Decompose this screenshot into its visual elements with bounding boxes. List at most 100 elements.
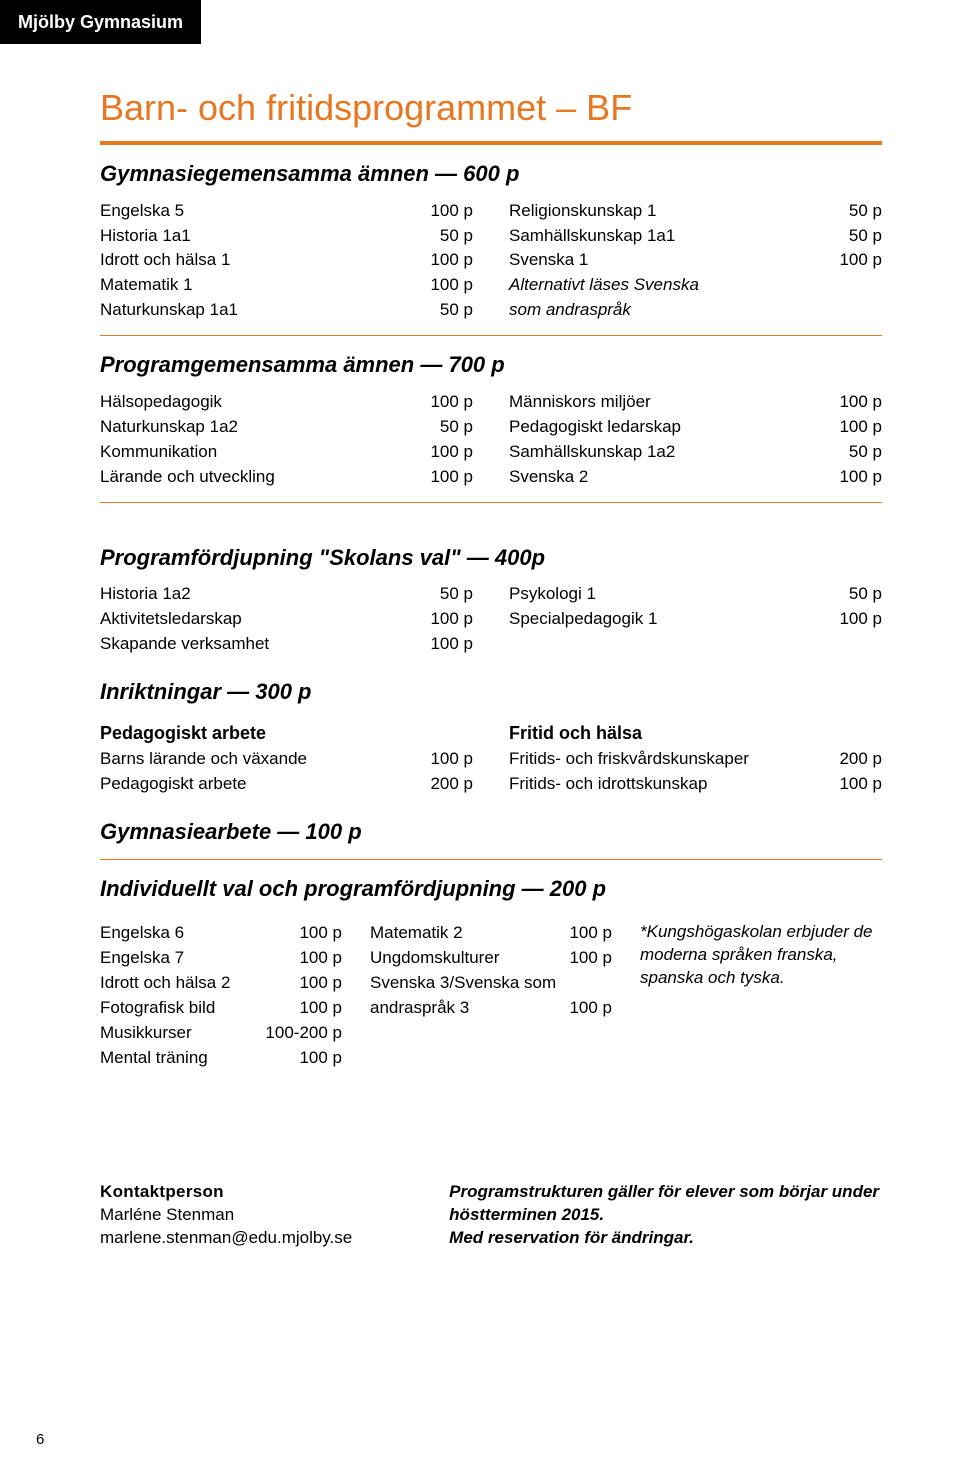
footer-note-2: Med reservation för ändringar.: [449, 1227, 882, 1250]
course-row: Svenska 3/Svenska som: [370, 971, 612, 996]
course-points: 100 p: [422, 748, 473, 771]
course-label: Religionskunskap 1: [509, 200, 841, 223]
course-label: Aktivitetsledarskap: [100, 608, 422, 631]
course-label: Ungdomskulturer: [370, 947, 561, 970]
course-row: Samhällskunskap 1a250 p: [509, 440, 882, 465]
course-label: Naturkunskap 1a1: [100, 299, 432, 322]
course-row: Alternativt läses Svenska: [509, 273, 882, 298]
course-row: Engelska 5100 p: [100, 199, 473, 224]
course-points: 50 p: [841, 200, 882, 223]
course-row: Fritids- och idrottskunskap100 p: [509, 772, 882, 797]
course-label: Alternativt läses Svenska: [509, 274, 874, 297]
course-label: Samhällskunskap 1a2: [509, 441, 841, 464]
course-row: Mental träning100 p: [100, 1046, 342, 1071]
contact-heading: Kontaktperson: [100, 1181, 409, 1204]
course-label: Svenska 1: [509, 249, 831, 272]
section6-body: Engelska 6100 pEngelska 7100 pIdrott och…: [100, 921, 882, 1071]
section6-note: *Kungshögaskolan erbjuder de moderna spr…: [640, 921, 882, 1071]
course-row: som andraspråk: [509, 298, 882, 323]
page-number: 6: [36, 1430, 44, 1450]
course-points: 200 p: [831, 748, 882, 771]
course-points: 100 p: [422, 633, 473, 656]
course-points: 100 p: [561, 997, 612, 1020]
course-row: Historia 1a250 p: [100, 582, 473, 607]
course-label: Fritids- och friskvårdskunskaper: [509, 748, 831, 771]
course-row: Matematik 2100 p: [370, 921, 612, 946]
course-row: Lärande och utveckling100 p: [100, 465, 473, 490]
course-label: Samhällskunskap 1a1: [509, 225, 841, 248]
course-label: Engelska 6: [100, 922, 291, 945]
course-label: Svenska 3/Svenska som: [370, 972, 604, 995]
rule-2: [100, 502, 882, 503]
section4-body: Pedagogiskt arbete Barns lärande och väx…: [100, 717, 882, 797]
course-points: 100 p: [422, 391, 473, 414]
course-row: Fritids- och friskvårdskunskaper200 p: [509, 747, 882, 772]
course-label: som andraspråk: [509, 299, 874, 322]
section5-heading: Gymnasiearbete — 100 p: [100, 817, 882, 847]
course-label: Idrott och hälsa 1: [100, 249, 422, 272]
course-label: Lärande och utveckling: [100, 466, 422, 489]
course-row: Svenska 1100 p: [509, 248, 882, 273]
course-points: 100 p: [561, 922, 612, 945]
course-points: 100 p: [422, 441, 473, 464]
course-points: 100 p: [422, 249, 473, 272]
course-points: [874, 274, 882, 297]
section1-heading: Gymnasiegemensamma ämnen — 600 p: [100, 159, 882, 189]
course-label: Historia 1a2: [100, 583, 432, 606]
course-label: Pedagogiskt ledarskap: [509, 416, 831, 439]
course-points: 100 p: [831, 249, 882, 272]
course-points: 50 p: [432, 416, 473, 439]
course-points: 100 p: [831, 391, 882, 414]
section3-heading: Programfördjupning "Skolans val" — 400p: [100, 543, 882, 573]
course-points: 100 p: [291, 922, 342, 945]
rule-3: [100, 859, 882, 860]
section2-heading: Programgemensamma ämnen — 700 p: [100, 350, 882, 380]
course-points: 100 p: [291, 947, 342, 970]
course-label: Psykologi 1: [509, 583, 841, 606]
course-points: 200 p: [422, 773, 473, 796]
course-label: Fotografisk bild: [100, 997, 291, 1020]
course-row: Människors miljöer100 p: [509, 390, 882, 415]
course-label: Engelska 5: [100, 200, 422, 223]
footer: Kontaktperson Marléne Stenman marlene.st…: [100, 1181, 882, 1250]
course-row: Specialpedagogik 1100 p: [509, 607, 882, 632]
section2-body: Hälsopedagogik100 pNaturkunskap 1a250 pK…: [100, 390, 882, 490]
course-points: [874, 299, 882, 322]
course-row: Matematik 1100 p: [100, 273, 473, 298]
course-row: Engelska 6100 p: [100, 921, 342, 946]
course-points: 100 p: [831, 608, 882, 631]
course-points: 50 p: [432, 225, 473, 248]
course-row: Barns lärande och växande100 p: [100, 747, 473, 772]
header-tab-label: Mjölby Gymnasium: [18, 12, 183, 32]
course-label: Idrott och hälsa 2: [100, 972, 291, 995]
page-title: Barn- och fritidsprogrammet – BF: [100, 84, 882, 133]
course-row: Svenska 2100 p: [509, 465, 882, 490]
course-points: 100 p: [291, 1047, 342, 1070]
course-label: Historia 1a1: [100, 225, 432, 248]
section4-right-subtitle: Fritid och hälsa: [509, 721, 882, 745]
course-label: Specialpedagogik 1: [509, 608, 831, 631]
course-points: 100 p: [561, 947, 612, 970]
course-points: 100 p: [831, 466, 882, 489]
section6-heading: Individuellt val och programfördjupning …: [100, 874, 882, 904]
course-points: 100 p: [291, 997, 342, 1020]
course-label: Svenska 2: [509, 466, 831, 489]
course-row: Pedagogiskt arbete200 p: [100, 772, 473, 797]
course-points: 100 p: [422, 200, 473, 223]
course-row: Hälsopedagogik100 p: [100, 390, 473, 415]
course-points: 100 p: [422, 274, 473, 297]
course-label: Skapande verksamhet: [100, 633, 422, 656]
course-row: Samhällskunskap 1a150 p: [509, 224, 882, 249]
course-label: Hälsopedagogik: [100, 391, 422, 414]
section3-body: Historia 1a250 pAktivitetsledarskap100 p…: [100, 582, 882, 657]
header-tab: Mjölby Gymnasium: [0, 0, 201, 44]
course-row: Religionskunskap 150 p: [509, 199, 882, 224]
course-points: 50 p: [432, 299, 473, 322]
course-points: 100 p: [831, 416, 882, 439]
contact-email: marlene.stenman@edu.mjolby.se: [100, 1227, 409, 1250]
course-label: Naturkunskap 1a2: [100, 416, 432, 439]
course-row: Idrott och hälsa 2100 p: [100, 971, 342, 996]
course-points: 50 p: [841, 225, 882, 248]
rule-1: [100, 335, 882, 336]
course-label: Människors miljöer: [509, 391, 831, 414]
